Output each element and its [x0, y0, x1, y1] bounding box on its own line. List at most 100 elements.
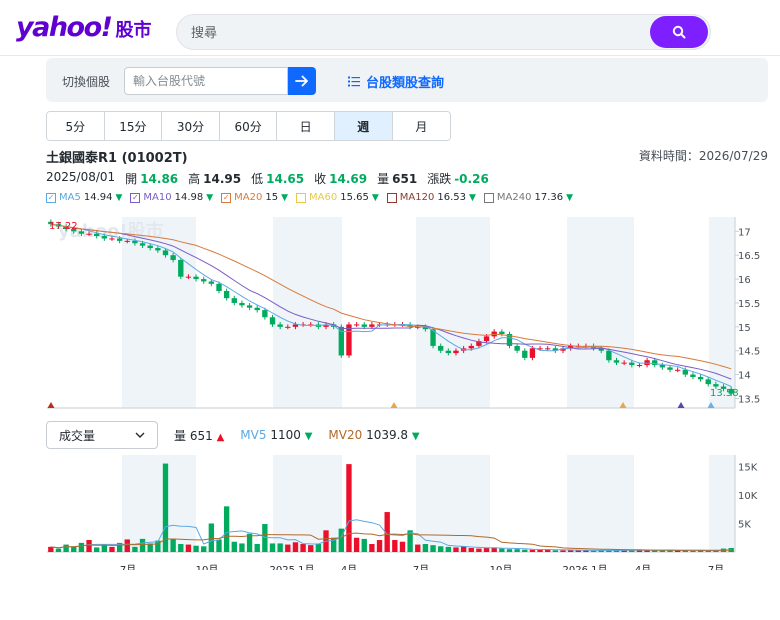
price-tick-label: 16.5 [738, 251, 760, 262]
volume-bar [537, 549, 543, 552]
category-query-link[interactable]: 台股類股查詢 [348, 72, 444, 91]
period-band [567, 455, 634, 552]
volume-bar [338, 528, 344, 552]
yahoo-logo[interactable]: yahoo! 股市 [16, 12, 151, 44]
period-tab[interactable]: 15分 [104, 112, 163, 140]
close-value: 14.69 [329, 172, 368, 186]
volume-bar [124, 539, 130, 552]
volume-bar [277, 543, 283, 552]
candle-body [132, 240, 138, 244]
event-marker-icon [619, 402, 627, 408]
volume-bar [506, 549, 513, 552]
x-tick-label: 2025 1月 [270, 564, 315, 570]
stock-code-input[interactable] [124, 67, 288, 95]
volume-bar [567, 550, 574, 552]
period-tab[interactable]: 日 [277, 112, 335, 140]
period-tab[interactable]: 30分 [162, 112, 220, 140]
candle-body [155, 248, 161, 251]
volume-bar [545, 549, 551, 552]
volume-bar [308, 545, 314, 552]
period-tab[interactable]: 5分 [47, 112, 105, 140]
candle-body [346, 324, 352, 356]
checkbox-icon[interactable]: ✓ [221, 192, 232, 203]
volume-bar [453, 547, 459, 552]
candle-body [223, 291, 230, 299]
volume-bar [223, 506, 230, 552]
volume-bar [109, 546, 115, 552]
down-triangle-icon: ▼ [206, 192, 214, 203]
search-button[interactable] [650, 16, 708, 48]
mv5-label: MV5 [240, 428, 267, 442]
switch-stock-label: 切換個股 [62, 75, 111, 89]
period-band [273, 455, 342, 552]
period-tab[interactable]: 週 [334, 112, 393, 140]
checkbox-icon[interactable]: ✓ [130, 192, 141, 203]
volume-bar [384, 512, 390, 552]
price-tick-label: 15 [738, 323, 751, 334]
candle-body [262, 310, 268, 318]
candle-body [514, 345, 520, 351]
ma-legend-item[interactable]: ✓ MA10 14.98 ▼ [130, 192, 213, 203]
indicator-select[interactable]: 成交量 [46, 421, 158, 449]
candle-body [78, 231, 85, 234]
candle-body [705, 379, 711, 385]
ma-legend-item[interactable]: MA120 16.53 ▼ [386, 192, 476, 203]
down-triangle-icon: ▼ [411, 431, 420, 442]
candle-body [720, 386, 727, 389]
checkbox-icon[interactable] [296, 192, 307, 203]
mv5-value: 1100 [270, 428, 301, 442]
volume-bar [560, 550, 566, 552]
checkbox-icon[interactable]: ✓ [46, 192, 56, 203]
candle-body [369, 324, 375, 327]
price-volume-chart[interactable]: yahoo!股市 17 16.5 16 15.5 15 14.5 14 13.5 15K 10K 5K… [0, 205, 780, 570]
period-tab[interactable]: 月 [392, 112, 451, 140]
volume-bar [430, 545, 436, 552]
checkbox-icon[interactable] [483, 192, 494, 203]
volume-bar [300, 544, 306, 552]
candle-body [353, 324, 360, 326]
candle-body [453, 350, 459, 354]
candle-body [86, 233, 92, 235]
volume-bar [598, 550, 604, 552]
down-triangle-icon: ▼ [371, 192, 379, 203]
period-tab[interactable]: 60分 [219, 112, 278, 140]
open-value: 14.86 [140, 172, 179, 186]
candle-body [48, 221, 54, 225]
go-button[interactable] [288, 67, 316, 95]
volume-value: 651 [392, 172, 418, 186]
volume-bar [575, 550, 581, 552]
period-band [273, 217, 342, 408]
candle-body [522, 350, 528, 358]
volume-bar [262, 524, 268, 552]
volume-bar [353, 537, 360, 552]
candle-body [629, 362, 635, 366]
quote-date: 2025/08/01 [46, 170, 116, 184]
change-value: -0.26 [454, 172, 489, 186]
volume-bar [376, 540, 383, 552]
volume-bar [178, 544, 184, 552]
volume-bar [239, 543, 245, 552]
candle-body [63, 226, 69, 229]
candle-body [598, 348, 604, 351]
ma-legend-item[interactable]: MA60 15.65 ▼ [296, 192, 379, 203]
candle-body [407, 324, 413, 327]
volume-bar [208, 523, 215, 552]
mv20-value: 1039.8 [366, 428, 409, 442]
ma-legend-item[interactable]: ✓ MA5 14.94 ▼ [46, 192, 122, 203]
search-input[interactable] [191, 22, 631, 44]
down-triangle-icon: ▼ [115, 192, 123, 203]
event-marker-icon [707, 402, 715, 408]
period-tabs: 5分 15分 30分 60分日週月 [46, 111, 452, 141]
ma-legend-item[interactable]: MA240 17.36 ▼ [483, 192, 573, 203]
ma-legend-item[interactable]: ✓ MA20 15 ▼ [221, 192, 288, 203]
checkbox-icon[interactable] [386, 192, 397, 203]
volume-bar [499, 548, 505, 552]
candle-body [537, 348, 543, 350]
candle-body [399, 324, 406, 326]
event-marker-icon [390, 402, 398, 408]
category-link-label: 台股類股查詢 [366, 76, 445, 91]
candle-body [621, 362, 627, 364]
candle-body [94, 233, 100, 237]
change-label: 漲跌 [427, 172, 452, 186]
volume-bar [460, 546, 467, 552]
